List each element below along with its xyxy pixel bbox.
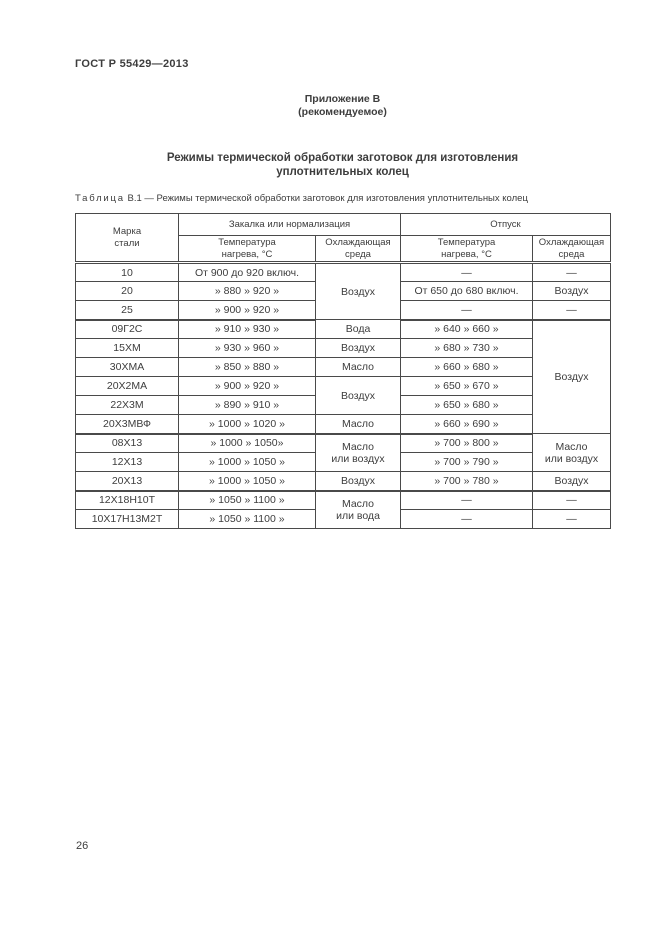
table-body: 10 От 900 до 920 включ. Воздух — — 20 » … — [75, 262, 611, 529]
quench-cooling-cell: Воздух — [315, 262, 401, 320]
quench-temp-cell: » 930 » 960 » — [178, 338, 316, 358]
quench-cooling-cell: Масло или воздух — [315, 433, 401, 472]
temper-temp-cell: » 680 » 730 » — [400, 338, 533, 358]
quench-temp-cell: От 900 до 920 включ. — [178, 262, 316, 282]
page-title-line2: уплотнительных колец — [276, 166, 409, 178]
temper-cooling-cell: Масло или воздух — [532, 433, 611, 472]
quench-temp-cell: » 890 » 910 » — [178, 395, 316, 415]
quench-cooling-cell: Воздух — [315, 376, 401, 415]
quench-temp-cell: » 1000 » 1020 » — [178, 414, 316, 435]
temper-temp-cell: » 640 » 660 » — [400, 319, 533, 339]
quench-temp-cell: » 900 » 920 » — [178, 300, 316, 321]
temper-cooling-cell: — — [532, 509, 611, 529]
temper-temp-cell: » 700 » 780 » — [400, 471, 533, 492]
quench-temp-cell: » 1000 » 1050 » — [178, 471, 316, 492]
quench-cooling-cell: Масло — [315, 414, 401, 435]
quench-temp-cell: » 850 » 880 » — [178, 357, 316, 377]
temper-cooling-cell: — — [532, 300, 611, 321]
temper-temp-cell: — — [400, 509, 533, 529]
header-temper-group: Отпуск — [400, 213, 611, 236]
steel-grade-cell: 10Х17Н13М2Т — [75, 509, 179, 529]
steel-grade-cell: 30ХМА — [75, 357, 179, 377]
quench-cooling-cell: Вода — [315, 319, 401, 339]
steel-grade-cell: 20 — [75, 281, 179, 301]
header-steel-grade: Марка стали — [75, 213, 179, 264]
temper-temp-cell: » 650 » 680 » — [400, 395, 533, 415]
temper-cooling-cell: — — [532, 490, 611, 510]
table-row: 30ХМА » 850 » 880 » Масло » 660 » 680 » — [75, 357, 611, 377]
quench-cooling-cell: Воздух — [315, 471, 401, 492]
header-quench-cooling: Охлаждающая среда — [315, 235, 401, 264]
table-row: 22Х3М » 890 » 910 » » 650 » 680 » — [75, 395, 611, 415]
temper-temp-cell: » 700 » 790 » — [400, 452, 533, 472]
header-quench-temp: Температура нагрева, °С — [178, 235, 316, 264]
steel-grade-cell: 12Х18Н10Т — [75, 490, 179, 510]
temper-temp-cell: » 660 » 680 » — [400, 357, 533, 377]
header-quench-group: Закалка или нормализация — [178, 213, 401, 236]
quench-temp-cell: » 880 » 920 » — [178, 281, 316, 301]
quench-cooling-cell: Масло или вода — [315, 490, 401, 529]
table-caption-number: В.1 — [127, 193, 142, 204]
steel-grade-cell: 20Х2МА — [75, 376, 179, 396]
doc-number: ГОСТ Р 55429—2013 — [75, 58, 189, 70]
temper-cooling-cell: Воздух — [532, 319, 611, 434]
quench-cooling-cell: Воздух — [315, 338, 401, 358]
quench-temp-cell: » 910 » 930 » — [178, 319, 316, 339]
header-temper-cooling: Охлаждающая среда — [532, 235, 611, 264]
table-row: 20Х2МА » 900 » 920 » Воздух » 650 » 670 … — [75, 376, 611, 415]
quench-cooling-cell: Масло — [315, 357, 401, 377]
table-row: 15ХМ » 930 » 960 » Воздух » 680 » 730 » — [75, 338, 611, 358]
table-row: 10Х17Н13М2Т » 1050 » 1100 » — — — [75, 509, 611, 529]
temper-cooling-cell: Воздух — [532, 471, 611, 492]
quench-temp-cell: » 1050 » 1100 » — [178, 490, 316, 510]
header-temper-temp: Температура нагрева, °С — [400, 235, 533, 264]
temper-temp-cell: — — [400, 300, 533, 321]
quench-temp-cell: » 900 » 920 » — [178, 376, 316, 396]
temper-temp-cell: » 660 » 690 » — [400, 414, 533, 435]
temper-cooling-cell: Воздух — [532, 281, 611, 301]
steel-grade-cell: 08Х13 — [75, 433, 179, 453]
page-title: Режимы термической обработки заготовок д… — [75, 151, 610, 179]
temper-cooling-cell: — — [532, 262, 611, 282]
table-caption-text: — Режимы термической обработки заготовок… — [144, 193, 528, 204]
temper-temp-cell: » 700 » 800 » — [400, 433, 533, 453]
table-row: 20Х13 » 1000 » 1050 » Воздух » 700 » 780… — [75, 471, 611, 492]
quench-temp-cell: » 1000 » 1050 » — [178, 452, 316, 472]
page-title-line1: Режимы термической обработки заготовок д… — [166, 152, 519, 164]
table-row: 20 » 880 » 920 » От 650 до 680 включ. Во… — [75, 281, 611, 301]
page-number: 26 — [76, 840, 89, 852]
table-row: 12Х18Н10Т » 1050 » 1100 » Масло или вода… — [75, 490, 611, 529]
steel-grade-cell: 15ХМ — [75, 338, 179, 358]
appendix-subtitle: (рекомендуемое) — [298, 106, 387, 118]
steel-grade-cell: 12Х13 — [75, 452, 179, 472]
steel-grade-cell: 10 — [75, 262, 179, 282]
steel-grade-cell: 09Г2С — [75, 319, 179, 339]
quench-temp-cell: » 1050 » 1100 » — [178, 509, 316, 529]
table-row: 25 » 900 » 920 » — — — [75, 300, 611, 321]
table-row: 08Х13 » 1000 » 1050» Масло или воздух » … — [75, 433, 611, 472]
steel-grade-cell: 20Х3МВФ — [75, 414, 179, 435]
temper-temp-cell: — — [400, 262, 533, 282]
quench-temp-cell: » 1000 » 1050» — [178, 433, 316, 453]
table-row: 10 От 900 до 920 включ. Воздух — — — [75, 262, 611, 320]
table-caption-label: Таблица — [75, 193, 125, 204]
header-sub-row: Температура нагрева, °С Охлаждающая сред… — [76, 235, 611, 264]
table-row: 20Х3МВФ » 1000 » 1020 » Масло » 660 » 69… — [75, 414, 611, 435]
table-row: 09Г2С » 910 » 930 » Вода » 640 » 660 » В… — [75, 319, 611, 434]
appendix-heading: Приложение В (рекомендуемое) — [75, 93, 610, 119]
steel-grade-cell: 25 — [75, 300, 179, 321]
temper-temp-cell: » 650 » 670 » — [400, 376, 533, 396]
steel-grade-cell: 20Х13 — [75, 471, 179, 492]
table-caption: Таблица В.1 — Режимы термической обработ… — [75, 193, 610, 204]
table-header: Марка стали Закалка или нормализация Отп… — [75, 213, 611, 264]
steel-grade-cell: 22Х3М — [75, 395, 179, 415]
heat-treatment-table: Марка стали Закалка или нормализация Отп… — [75, 213, 611, 529]
header-group-row: Марка стали Закалка или нормализация Отп… — [75, 213, 611, 264]
temper-temp-cell: От 650 до 680 включ. — [400, 281, 533, 301]
appendix-title: Приложение В — [304, 93, 381, 105]
temper-temp-cell: — — [400, 490, 533, 510]
